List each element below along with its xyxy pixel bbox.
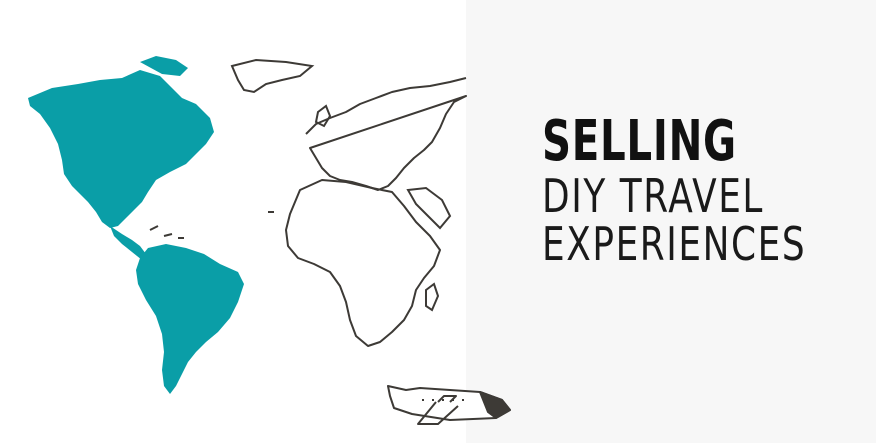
madagascar <box>425 282 440 312</box>
world-map <box>28 56 467 394</box>
airplane-icon <box>387 385 511 425</box>
headline-line-3: EXPERIENCES <box>542 217 807 271</box>
right-panel <box>466 0 876 443</box>
africa <box>285 179 441 347</box>
uk <box>314 104 332 128</box>
north-america <box>28 56 214 260</box>
caribbean-islands <box>149 211 274 239</box>
eurasia <box>305 77 467 191</box>
headline-line-1: SELLING <box>542 109 737 174</box>
greenland <box>230 58 315 94</box>
arabia <box>406 186 452 230</box>
south-america <box>136 244 244 394</box>
headline: SELLING DIY TRAVEL EXPERIENCES <box>542 109 862 271</box>
headline-line-2: DIY TRAVEL <box>542 169 764 223</box>
